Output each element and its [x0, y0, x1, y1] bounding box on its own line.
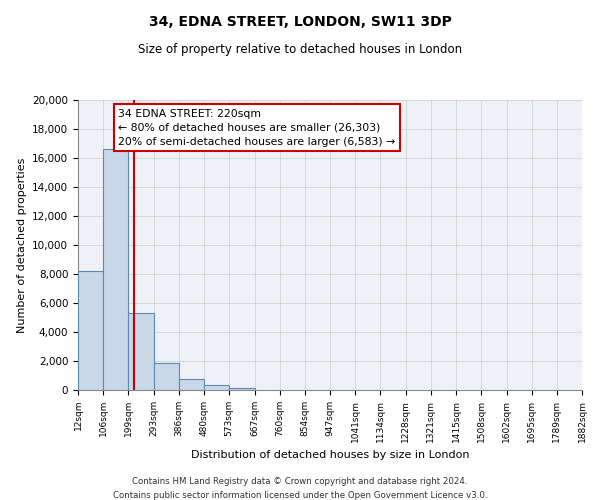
Y-axis label: Number of detached properties: Number of detached properties: [17, 158, 26, 332]
Text: 34, EDNA STREET, LONDON, SW11 3DP: 34, EDNA STREET, LONDON, SW11 3DP: [149, 15, 451, 29]
Bar: [179, 378, 204, 390]
Text: 34 EDNA STREET: 220sqm
← 80% of detached houses are smaller (26,303)
20% of semi: 34 EDNA STREET: 220sqm ← 80% of detached…: [118, 108, 395, 146]
X-axis label: Distribution of detached houses by size in London: Distribution of detached houses by size …: [191, 450, 469, 460]
Text: Size of property relative to detached houses in London: Size of property relative to detached ho…: [138, 42, 462, 56]
Text: Contains HM Land Registry data © Crown copyright and database right 2024.: Contains HM Land Registry data © Crown c…: [132, 478, 468, 486]
Bar: [229, 388, 254, 390]
Bar: [78, 271, 103, 390]
Bar: [128, 313, 154, 390]
Bar: [204, 386, 229, 390]
Text: Contains public sector information licensed under the Open Government Licence v3: Contains public sector information licen…: [113, 491, 487, 500]
Bar: [103, 150, 128, 390]
Bar: [154, 363, 179, 390]
